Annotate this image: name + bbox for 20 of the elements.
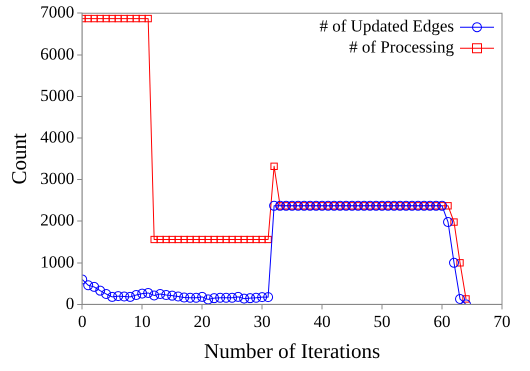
y-tick-label: 1000: [40, 252, 74, 272]
legend-label: # of Updated Edges: [319, 16, 454, 36]
y-tick-label: 3000: [40, 169, 74, 188]
x-tick-label: 70: [494, 312, 510, 332]
y-tick-label: 0: [66, 294, 74, 313]
x-tick-label: 40: [314, 312, 331, 332]
x-tick-label: 0: [78, 312, 86, 332]
y-tick-label: 2000: [40, 210, 74, 230]
x-tick-label: 10: [134, 312, 151, 332]
y-tick-label: 6000: [40, 44, 74, 64]
x-axis-title: Number of Iterations: [204, 338, 380, 363]
x-tick-label: 30: [254, 312, 271, 332]
legend-label: # of Processing: [349, 38, 454, 57]
x-tick-label: 50: [374, 312, 391, 332]
x-tick-label: 20: [194, 312, 211, 332]
y-tick-label: 5000: [40, 86, 74, 105]
x-tick-label: 60: [434, 312, 451, 332]
y-tick-label: 7000: [40, 2, 74, 22]
y-axis-title: Count: [7, 132, 32, 184]
y-tick-label: 4000: [40, 127, 74, 146]
